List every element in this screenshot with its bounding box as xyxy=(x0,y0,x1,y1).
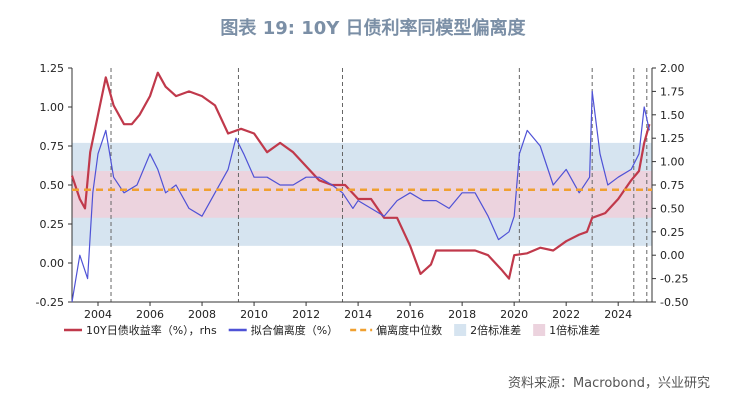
x-tick-label: 2008 xyxy=(188,308,216,321)
left-tick-label: -0.25 xyxy=(36,296,64,309)
x-tick-label: 2018 xyxy=(448,308,476,321)
x-tick-label: 2010 xyxy=(240,308,268,321)
left-tick-label: 1.00 xyxy=(40,101,65,114)
legend-label: 1倍标准差 xyxy=(549,323,600,337)
series-line xyxy=(71,90,650,303)
x-tick-label: 2022 xyxy=(552,308,580,321)
right-tick-label: 1.00 xyxy=(660,156,685,169)
legend-swatch xyxy=(533,324,546,336)
x-tick-label: 2012 xyxy=(292,308,320,321)
right-tick-label: 0.50 xyxy=(660,202,685,215)
band-1std xyxy=(72,170,652,218)
series-line xyxy=(70,71,651,280)
legend-label: 拟合偏离度（%） xyxy=(251,323,338,337)
right-tick-label: 2.00 xyxy=(660,62,685,75)
source-note: 资料来源：Macrobond，兴业研究 xyxy=(507,376,710,391)
right-tick-label: -0.25 xyxy=(660,273,688,286)
legend-label: 偏离度中位数 xyxy=(376,323,442,337)
right-tick-label: 0.75 xyxy=(660,179,685,192)
chart-svg: -0.25 0.00 0.25 0.50 0.75 1.00 1.25 -0.50 -0.25 0… xyxy=(36,62,689,337)
left-tick-label: 0.75 xyxy=(40,140,65,153)
left-tick-label: 0.00 xyxy=(40,257,65,270)
x-tick-label: 2024 xyxy=(604,308,632,321)
x-tick-label: 2004 xyxy=(84,308,112,321)
left-tick-label: 1.25 xyxy=(40,62,65,75)
left-tick-label: 0.50 xyxy=(40,179,65,192)
legend-label: 2倍标准差 xyxy=(470,323,521,337)
x-tick-label: 2016 xyxy=(396,308,424,321)
x-tick-label: 2014 xyxy=(344,308,372,321)
x-tick-label: 2006 xyxy=(136,308,164,321)
right-tick-label: 0.25 xyxy=(660,226,685,239)
legend-swatch xyxy=(454,324,467,336)
chart-title: 图表 19: 10Y 日债利率同模型偏离度 xyxy=(220,18,526,39)
right-tick-label: 0.00 xyxy=(660,249,685,262)
left-tick-label: 0.25 xyxy=(40,218,65,231)
x-tick-label: 2020 xyxy=(500,308,528,321)
right-tick-label: 1.50 xyxy=(660,109,685,122)
right-tick-label: -0.50 xyxy=(660,296,688,309)
right-tick-label: 1.75 xyxy=(660,85,685,98)
legend-label: 10Y日债收益率（%），rhs xyxy=(86,323,217,337)
right-tick-label: 1.25 xyxy=(660,132,685,145)
